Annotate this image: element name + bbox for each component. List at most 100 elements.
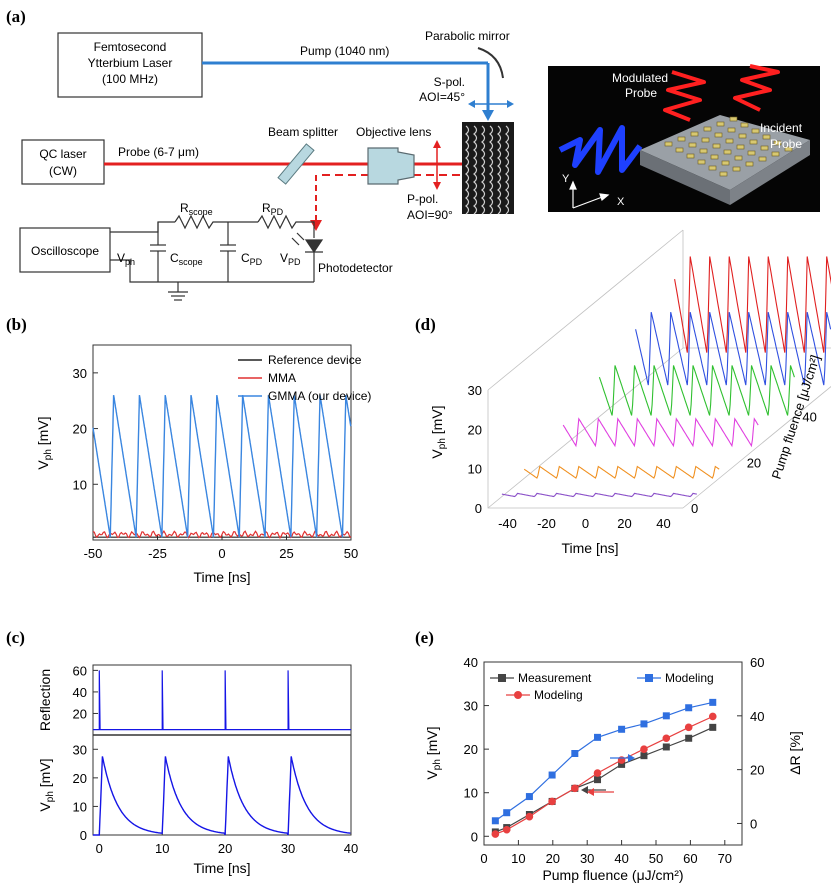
chart-e-xtick-label: 30 bbox=[580, 851, 594, 866]
chart-d-ztick-label: 40 bbox=[802, 410, 816, 425]
chart-c-vph-series bbox=[93, 756, 351, 836]
chart-d-series-line bbox=[598, 365, 795, 416]
panel-label-c: (c) bbox=[6, 628, 25, 647]
chart-e-frame bbox=[483, 661, 743, 846]
chart-e-point bbox=[594, 776, 602, 784]
render-modulated-probe bbox=[663, 70, 706, 122]
render-resonator bbox=[664, 141, 673, 147]
mesh-wire bbox=[465, 125, 470, 215]
render-substrate-side bbox=[640, 150, 730, 205]
legend-e-model-red-marker bbox=[514, 691, 522, 699]
chart-e-point bbox=[640, 752, 648, 760]
render-resonator bbox=[677, 136, 686, 142]
chart-e-xtick-label: 10 bbox=[511, 851, 525, 866]
chart-b-ytick-label: 10 bbox=[73, 477, 87, 492]
v-pd-label: VPD bbox=[280, 251, 301, 267]
chart-d-xtick-label: -40 bbox=[498, 516, 517, 531]
render-substrate-side2 bbox=[730, 140, 810, 205]
render-incident-probe bbox=[733, 64, 780, 112]
chart-c-top-ytick-label: 60 bbox=[73, 663, 87, 678]
chart-d-xtick-label: 0 bbox=[582, 516, 589, 531]
chart-d-series-line bbox=[635, 311, 831, 386]
chart-e-point bbox=[662, 734, 671, 743]
beam-splitter bbox=[277, 143, 315, 185]
legend-b-ref-text: Reference device bbox=[268, 353, 362, 367]
render-pump-beam bbox=[558, 125, 643, 175]
vph-label: Vph bbox=[117, 251, 135, 267]
panel-label-d: (d) bbox=[415, 315, 436, 334]
chart-d-ytick-label: 10 bbox=[468, 462, 482, 477]
render-resonator bbox=[699, 148, 708, 154]
chart-e-ytick-label: 40 bbox=[464, 655, 478, 670]
render-resonator bbox=[686, 153, 695, 159]
chart-c-xtick-label: 30 bbox=[281, 841, 295, 856]
chart-b-xtick-label: 25 bbox=[279, 546, 293, 561]
chart-c-reflection-series bbox=[93, 670, 351, 731]
chart-d-xtick-label: -20 bbox=[537, 516, 556, 531]
chart-c: 0 10 20 30 40 20 40 60 0 10 20 30 Time [ns] Reflect… bbox=[37, 663, 358, 876]
render-axis-y: Y bbox=[562, 173, 570, 185]
mesh-wire bbox=[497, 125, 502, 215]
chart-c-xtick-label: 0 bbox=[96, 841, 103, 856]
chart-b-series-gmma bbox=[92, 394, 352, 538]
mirror-label: Parabolic mirror bbox=[425, 29, 510, 43]
render-resonator bbox=[740, 122, 749, 128]
chart-d-back-wall bbox=[682, 230, 831, 349]
oscilloscope-label: Oscilloscope bbox=[31, 244, 99, 258]
r-scope-label: Rscope bbox=[180, 201, 213, 217]
render-resonator bbox=[762, 134, 771, 140]
photodetector-label: Photodetector bbox=[318, 261, 393, 275]
chart-e-point bbox=[548, 797, 556, 806]
render-resonator bbox=[675, 147, 684, 153]
render-resonator bbox=[712, 143, 721, 149]
chart-c-top-frame bbox=[92, 664, 352, 736]
chart-e-point bbox=[618, 725, 626, 733]
panel-label-a: (a) bbox=[6, 7, 26, 26]
circuit bbox=[110, 214, 324, 301]
mesh-wire bbox=[473, 125, 478, 215]
mesh-wire bbox=[481, 125, 486, 215]
legend-b-mma-text: MMA bbox=[268, 371, 296, 385]
chart-e-ytick-label: 20 bbox=[464, 742, 478, 757]
chart-e-ytick-label: 10 bbox=[464, 786, 478, 801]
reflected-arrowhead bbox=[310, 220, 322, 231]
render-resonator bbox=[760, 145, 769, 151]
panel-label-b: (b) bbox=[6, 315, 27, 334]
chart-e-point bbox=[617, 756, 626, 764]
p-pol-arrow-up bbox=[433, 140, 441, 148]
chart-e-series-line bbox=[495, 701, 713, 822]
chart-e-point bbox=[594, 733, 602, 741]
chart-e-xlabel: Pump fluence (μJ/cm²) bbox=[542, 867, 683, 883]
chart-e-point bbox=[662, 743, 670, 751]
render-resonator bbox=[771, 151, 780, 157]
chart-d-ytick-label: 20 bbox=[468, 422, 482, 437]
render-resonator bbox=[714, 132, 723, 138]
chart-d-top-edge bbox=[487, 229, 684, 391]
chart-e-axis-arrows bbox=[581, 754, 635, 796]
chart-b-ytick-label: 30 bbox=[73, 366, 87, 381]
oscilloscope-box bbox=[19, 227, 111, 273]
legend-e-model-red-text: Modeling bbox=[534, 688, 583, 702]
chart-c-xtick-label: 20 bbox=[218, 841, 232, 856]
chart-b-xlabel: Time [ns] bbox=[193, 569, 250, 585]
pump-arrowhead bbox=[482, 110, 494, 121]
s-pol-arrow-right bbox=[507, 100, 514, 108]
chart-e-point bbox=[662, 712, 670, 720]
legend-b-gmma-text: GMMA (our device) bbox=[268, 389, 371, 403]
render-resonator bbox=[703, 126, 712, 132]
render-axes bbox=[569, 180, 610, 209]
chart-e-point bbox=[491, 817, 499, 825]
chart-d-series-line bbox=[674, 256, 831, 353]
s-pol-label: S-pol. bbox=[434, 75, 465, 89]
chart-e-point bbox=[525, 812, 534, 821]
chart-b-legend: Reference device MMA GMMA (our device) bbox=[238, 353, 371, 403]
chart-d-ytick-label: 0 bbox=[475, 501, 482, 516]
femtosecond-laser-box bbox=[57, 32, 203, 98]
chart-d-ylabel: Vph [mV] bbox=[429, 405, 448, 458]
chart-d-ztick-label: 0 bbox=[691, 501, 698, 516]
chart-b-xtick-label: 50 bbox=[344, 546, 358, 561]
chart-c-top-ylabel: Reflection bbox=[37, 669, 53, 731]
legend-e-meas-marker bbox=[498, 674, 506, 682]
chart-e-point bbox=[548, 771, 556, 779]
